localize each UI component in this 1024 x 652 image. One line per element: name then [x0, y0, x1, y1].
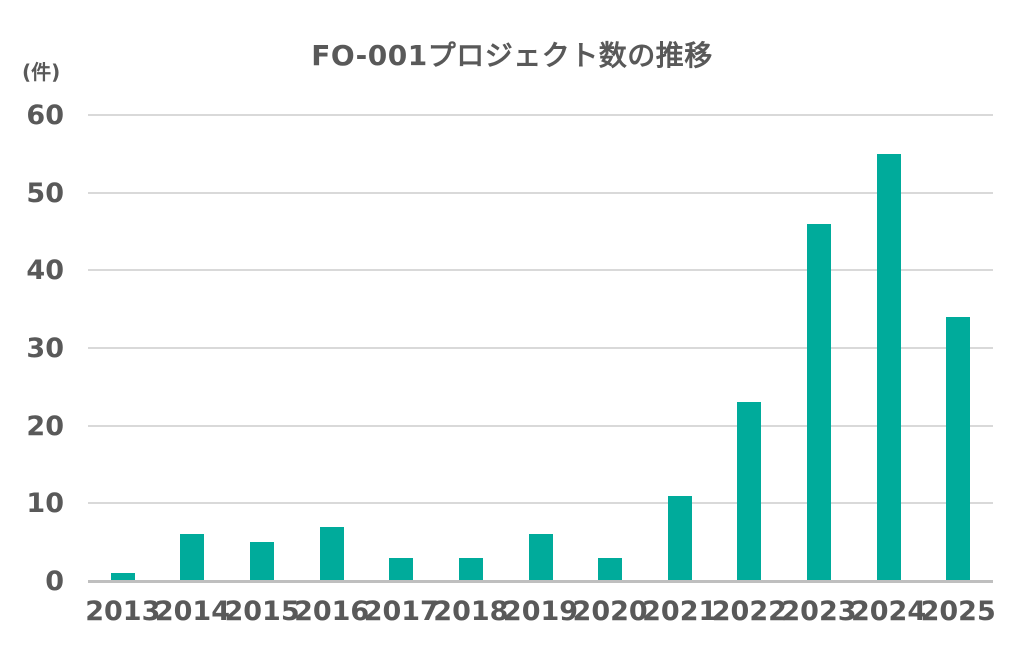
bar-2021	[667, 495, 692, 581]
gridline-y20	[88, 424, 993, 427]
x-tick-label-2023: 2023	[781, 596, 857, 627]
bar-2013	[110, 573, 135, 581]
bar-2016	[319, 526, 344, 581]
x-tick-label-2022: 2022	[711, 596, 787, 627]
bar-2017	[389, 557, 414, 581]
x-tick-label-2013: 2013	[85, 596, 161, 627]
x-tick-label-2019: 2019	[502, 596, 579, 627]
y-tick-label-60: 60	[26, 100, 64, 131]
bar-2015	[250, 542, 275, 581]
bar-2014	[180, 534, 205, 581]
chart-title: FO-001プロジェクト数の推移	[311, 39, 713, 72]
bar-2024	[876, 153, 901, 581]
y-axis-unit-label: (件)	[22, 60, 61, 84]
bar-2020	[598, 557, 623, 581]
bar-2018	[458, 557, 483, 581]
y-tick-label-30: 30	[26, 333, 64, 364]
x-tick-label-2014: 2014	[154, 596, 230, 627]
gridline-y60	[88, 114, 993, 116]
x-tick-label-2018: 2018	[433, 596, 509, 627]
x-tick-label-2020: 2020	[572, 596, 648, 627]
x-tick-label-2025: 2025	[920, 596, 996, 627]
y-tick-label-50: 50	[26, 177, 64, 209]
bar-2022	[737, 402, 762, 581]
x-tick-label-2017: 2017	[363, 596, 439, 627]
gridline-y50	[88, 191, 993, 194]
plot-area	[88, 114, 993, 583]
bar-2019	[528, 534, 553, 581]
x-tick-label-2024: 2024	[850, 596, 927, 627]
gridline-y30	[88, 347, 993, 349]
bar-2025	[946, 316, 971, 581]
gridline-y40	[88, 269, 993, 272]
x-tick-label-2015: 2015	[224, 596, 300, 627]
y-tick-label-40: 40	[26, 255, 64, 287]
y-tick-label-0: 0	[45, 566, 64, 597]
y-tick-label-10: 10	[26, 488, 64, 520]
gridline-y10	[88, 502, 993, 505]
x-axis-line	[88, 580, 993, 583]
bar-2023	[806, 223, 831, 581]
x-tick-label-2021: 2021	[642, 596, 718, 627]
y-tick-label-20: 20	[26, 410, 64, 442]
x-tick-label-2016: 2016	[294, 596, 370, 627]
